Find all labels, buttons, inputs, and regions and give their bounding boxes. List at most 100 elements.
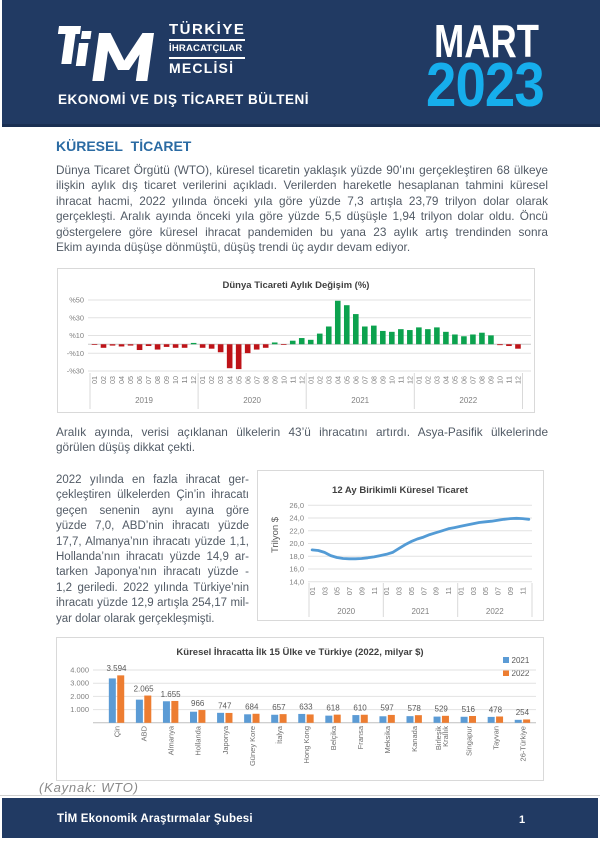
svg-text:2021: 2021 xyxy=(351,396,369,405)
svg-text:09: 09 xyxy=(506,587,515,595)
svg-text:2022: 2022 xyxy=(459,396,477,405)
svg-text:02: 02 xyxy=(315,376,324,384)
svg-text:11: 11 xyxy=(288,376,297,383)
svg-text:12: 12 xyxy=(405,376,414,384)
svg-text:09: 09 xyxy=(270,376,279,384)
svg-text:07: 07 xyxy=(494,587,503,595)
svg-text:06: 06 xyxy=(135,376,144,384)
svg-text:%10: %10 xyxy=(69,331,84,340)
svg-text:01: 01 xyxy=(382,587,391,595)
svg-text:02: 02 xyxy=(207,376,216,384)
svg-text:Meksika: Meksika xyxy=(383,725,392,753)
svg-text:-%10: -%10 xyxy=(67,349,84,358)
svg-text:%30: %30 xyxy=(69,313,84,322)
svg-text:03: 03 xyxy=(395,587,404,595)
svg-text:11: 11 xyxy=(444,587,453,595)
svg-text:07: 07 xyxy=(419,587,428,595)
svg-text:966: 966 xyxy=(191,699,205,708)
svg-text:Hong Kong: Hong Kong xyxy=(302,726,311,764)
svg-text:06: 06 xyxy=(351,376,360,384)
svg-text:478: 478 xyxy=(489,705,503,714)
svg-text:Japonya: Japonya xyxy=(221,725,230,754)
svg-text:610: 610 xyxy=(353,704,367,713)
svg-text:10: 10 xyxy=(387,376,396,384)
svg-text:07: 07 xyxy=(345,587,354,595)
svg-text:08: 08 xyxy=(153,376,162,384)
svg-text:3.594: 3.594 xyxy=(106,664,127,673)
svg-text:Güney Kore: Güney Kore xyxy=(248,726,257,766)
svg-text:01: 01 xyxy=(414,376,423,384)
svg-text:22,0: 22,0 xyxy=(289,526,304,535)
svg-text:09: 09 xyxy=(432,587,441,595)
svg-text:Almanya: Almanya xyxy=(167,725,176,755)
svg-text:04: 04 xyxy=(225,376,234,384)
svg-text:07: 07 xyxy=(252,376,261,384)
svg-text:1.655: 1.655 xyxy=(161,690,182,699)
svg-text:Dünya Ticareti Aylık Değişim (: Dünya Ticareti Aylık Değişim (%) xyxy=(223,280,370,291)
svg-text:09: 09 xyxy=(378,376,387,384)
svg-text:2.000: 2.000 xyxy=(70,692,89,701)
svg-text:2020: 2020 xyxy=(337,607,355,616)
svg-text:04: 04 xyxy=(442,376,451,384)
svg-text:Kanada: Kanada xyxy=(410,725,419,752)
svg-text:05: 05 xyxy=(126,376,135,384)
svg-text:26,0: 26,0 xyxy=(289,501,304,510)
svg-text:10: 10 xyxy=(171,376,180,384)
svg-text:03: 03 xyxy=(432,376,441,384)
svg-text:10: 10 xyxy=(279,376,288,384)
svg-text:07: 07 xyxy=(469,376,478,384)
svg-text:2020: 2020 xyxy=(243,396,261,405)
svg-text:05: 05 xyxy=(234,376,243,384)
svg-text:12 Ay Birikimli Küresel Ticare: 12 Ay Birikimli Küresel Ticaret xyxy=(332,485,469,496)
svg-text:04: 04 xyxy=(117,376,126,384)
svg-text:12: 12 xyxy=(514,376,523,384)
svg-text:10: 10 xyxy=(496,376,505,384)
svg-text:08: 08 xyxy=(369,376,378,384)
svg-text:03: 03 xyxy=(216,376,225,384)
svg-text:14,0: 14,0 xyxy=(289,577,304,586)
svg-text:529: 529 xyxy=(435,705,449,714)
svg-text:05: 05 xyxy=(481,587,490,595)
svg-text:Birleşik: Birleşik xyxy=(434,726,443,750)
svg-text:578: 578 xyxy=(408,704,422,713)
svg-text:Krallık: Krallık xyxy=(441,726,450,747)
svg-text:05: 05 xyxy=(333,587,342,595)
svg-text:06: 06 xyxy=(460,376,469,384)
svg-text:516: 516 xyxy=(462,705,476,714)
svg-text:3.000: 3.000 xyxy=(70,679,89,688)
svg-text:Tayvan: Tayvan xyxy=(491,726,500,750)
svg-text:2.065: 2.065 xyxy=(134,684,155,693)
svg-text:684: 684 xyxy=(245,703,259,712)
svg-text:01: 01 xyxy=(306,376,315,384)
svg-text:4.000: 4.000 xyxy=(70,666,89,675)
svg-text:01: 01 xyxy=(308,587,317,595)
svg-text:Belçika: Belçika xyxy=(329,725,338,750)
svg-text:01: 01 xyxy=(90,376,99,384)
svg-text:20,0: 20,0 xyxy=(289,539,304,548)
svg-text:597: 597 xyxy=(380,704,394,713)
svg-text:633: 633 xyxy=(299,703,313,712)
svg-text:05: 05 xyxy=(451,376,460,384)
svg-text:04: 04 xyxy=(333,376,342,384)
svg-text:%50: %50 xyxy=(69,296,84,305)
svg-text:03: 03 xyxy=(108,376,117,384)
svg-text:11: 11 xyxy=(370,587,379,595)
svg-text:618: 618 xyxy=(326,703,340,712)
svg-text:İtalya: İtalya xyxy=(275,725,284,744)
svg-text:2022: 2022 xyxy=(512,669,530,678)
svg-text:254: 254 xyxy=(516,708,530,717)
svg-text:02: 02 xyxy=(423,376,432,384)
svg-text:18,0: 18,0 xyxy=(289,552,304,561)
svg-text:12: 12 xyxy=(297,376,306,384)
svg-text:07: 07 xyxy=(360,376,369,384)
svg-text:16,0: 16,0 xyxy=(289,565,304,574)
svg-text:09: 09 xyxy=(357,587,366,595)
svg-text:09: 09 xyxy=(487,376,496,384)
svg-text:2021: 2021 xyxy=(512,656,530,665)
svg-text:Çin: Çin xyxy=(113,726,122,737)
svg-text:08: 08 xyxy=(261,376,270,384)
svg-text:2019: 2019 xyxy=(135,396,153,405)
svg-text:09: 09 xyxy=(162,376,171,384)
svg-text:Hollanda: Hollanda xyxy=(194,725,203,755)
svg-text:1.000: 1.000 xyxy=(70,705,89,714)
